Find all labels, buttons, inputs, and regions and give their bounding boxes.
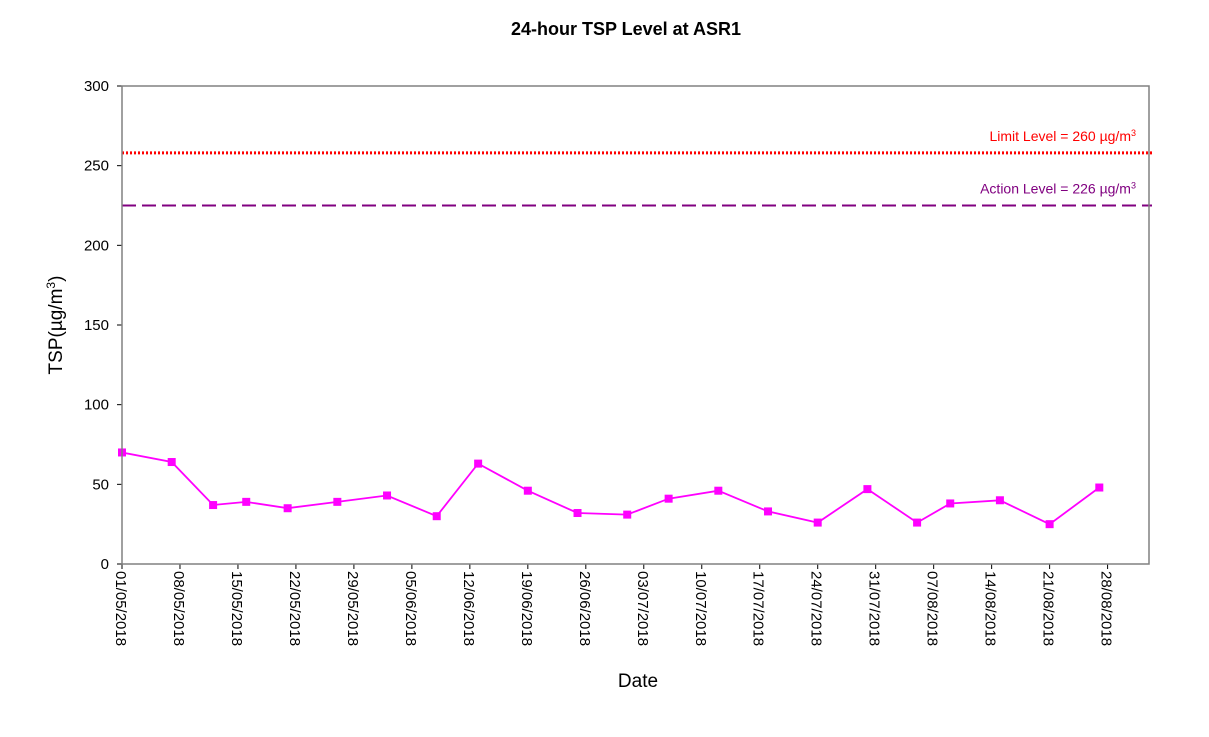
data-point-marker [167, 458, 176, 467]
data-point-marker [1095, 483, 1104, 492]
y-tick-label: 300 [84, 78, 109, 95]
ref-label-superscript: 3 [1131, 181, 1136, 191]
y-tick-label: 0 [101, 556, 109, 573]
data-point-marker [283, 504, 292, 513]
x-tick-label: 08/05/2018 [170, 571, 187, 646]
x-tick-label: 12/06/2018 [460, 571, 477, 646]
x-tick-label: 29/05/2018 [344, 571, 361, 646]
data-point-marker [995, 496, 1004, 505]
x-tick-label: 05/06/2018 [402, 571, 419, 646]
x-tick-label: 22/05/2018 [286, 571, 303, 646]
x-tick-label: 07/08/2018 [924, 571, 941, 646]
x-tick-label: 24/07/2018 [808, 571, 825, 646]
y-axis-label-tail: ) [46, 276, 67, 282]
x-tick-label: 19/06/2018 [518, 571, 535, 646]
data-point-marker [383, 491, 392, 500]
chart-title: 24-hour TSP Level at ASR1 [511, 19, 741, 39]
y-tick-label: 200 [84, 237, 109, 254]
x-tick-label: 26/06/2018 [576, 571, 593, 646]
series-line [121, 451, 1100, 526]
x-tick-label: 14/08/2018 [982, 571, 999, 646]
data-point-marker [764, 507, 773, 516]
data-point-marker [863, 485, 872, 494]
ref-label-main: Action Level = 226 µg/m [980, 181, 1131, 197]
data-point-marker [946, 499, 955, 508]
y-axis-label-superscript: 3 [44, 282, 58, 289]
y-tick-label: 250 [84, 158, 109, 175]
data-point-marker [913, 518, 922, 527]
y-axis-ticks: 0 50 100 150 200 250 300 [84, 78, 122, 573]
data-point-marker [573, 509, 582, 518]
data-point-marker [474, 459, 483, 468]
ref-label-superscript: 3 [1131, 128, 1136, 138]
action-level-label: Action Level = 226 µg/m3 [980, 181, 1136, 197]
y-tick-label: 150 [84, 317, 109, 334]
y-tick-label: 50 [92, 476, 109, 493]
data-point-marker [242, 497, 251, 506]
series-layer [118, 448, 1104, 529]
data-point-marker [623, 510, 632, 519]
x-tick-label: 10/07/2018 [692, 571, 709, 646]
x-tick-label: 28/08/2018 [1098, 571, 1115, 646]
y-tick-label: 100 [84, 397, 109, 414]
plot-area-frame [121, 85, 1150, 565]
limit-level-label: Limit Level = 260 µg/m3 [989, 128, 1136, 144]
ref-label-main: Limit Level = 260 µg/m [989, 128, 1131, 144]
data-point-marker [1045, 520, 1054, 529]
x-tick-label: 31/07/2018 [866, 571, 883, 646]
data-point-marker [523, 486, 532, 495]
x-axis-label: Date [618, 671, 658, 692]
x-tick-label: 03/07/2018 [634, 571, 651, 646]
data-point-marker [664, 494, 673, 503]
data-point-marker [813, 518, 822, 527]
data-point-marker [333, 497, 342, 506]
data-point-marker [714, 486, 723, 495]
y-axis-label: TSP(µg/m3) [44, 276, 67, 375]
y-axis-label-main: TSP(µg/m [46, 289, 67, 375]
x-tick-label: 21/08/2018 [1040, 571, 1057, 646]
x-tick-label: 17/07/2018 [750, 571, 767, 646]
data-point-marker [432, 512, 441, 521]
data-point-marker [209, 501, 218, 510]
x-tick-label: 01/05/2018 [112, 571, 129, 646]
x-tick-label: 15/05/2018 [228, 571, 245, 646]
x-axis-ticks: 01/05/2018 08/05/2018 15/05/2018 22/05/2018… [112, 564, 1115, 646]
